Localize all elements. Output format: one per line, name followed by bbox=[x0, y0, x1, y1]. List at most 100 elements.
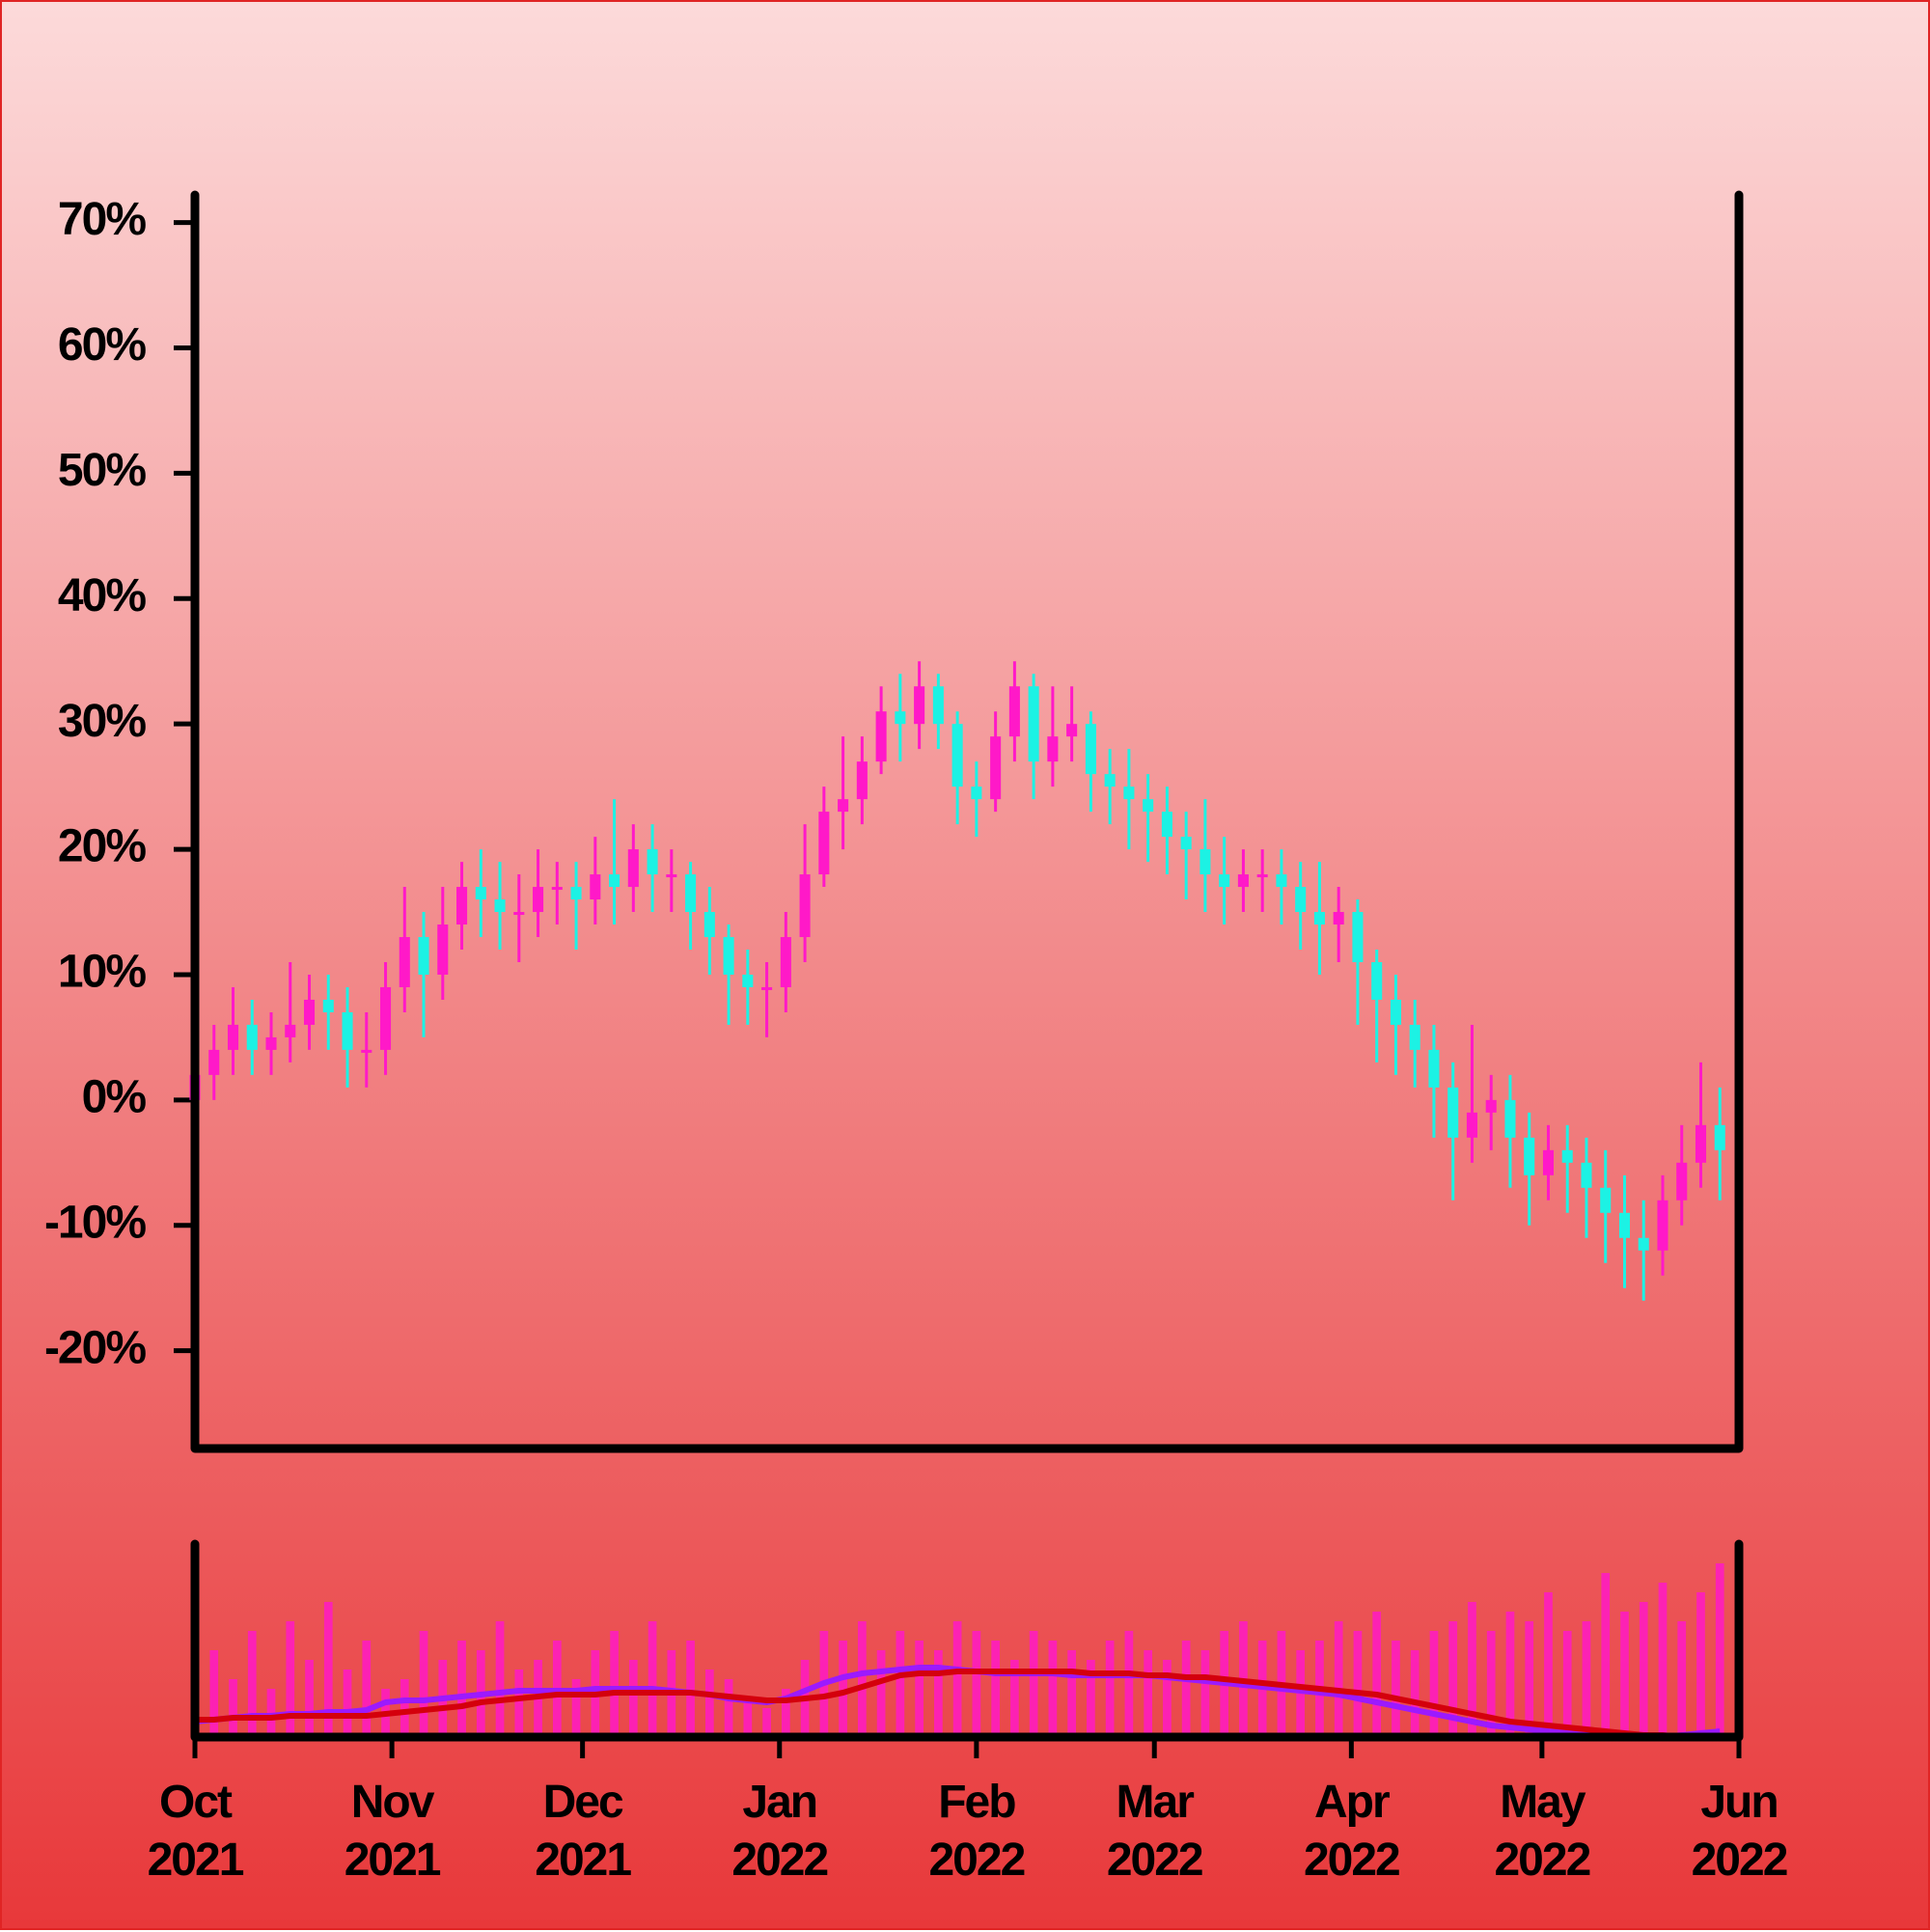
x-tick-label: Feb 2022 bbox=[928, 1777, 1026, 1886]
volume-bar bbox=[1486, 1631, 1496, 1737]
candle-body bbox=[1276, 874, 1287, 888]
y-tick-label: 20% bbox=[58, 821, 146, 872]
volume-bar bbox=[1696, 1592, 1705, 1737]
candle-body bbox=[475, 887, 486, 900]
candle-body bbox=[1409, 1024, 1420, 1050]
candle-body bbox=[1143, 799, 1154, 813]
candle-body bbox=[570, 887, 582, 900]
candle-body bbox=[1028, 686, 1039, 762]
volume-bar bbox=[1048, 1641, 1058, 1737]
candle-body bbox=[1237, 874, 1249, 888]
candle-body bbox=[399, 937, 410, 987]
y-tick-label: 40% bbox=[58, 570, 146, 621]
volume-bar bbox=[972, 1631, 981, 1737]
candle-body bbox=[1008, 686, 1020, 737]
x-tick-label: Oct 2021 bbox=[147, 1777, 245, 1886]
candle-body bbox=[647, 849, 658, 875]
volume-bar bbox=[1353, 1631, 1363, 1737]
candle-body bbox=[1161, 812, 1172, 838]
candle-body bbox=[895, 711, 906, 725]
volume-bar bbox=[247, 1631, 257, 1737]
candle-body bbox=[303, 999, 316, 1025]
volume-bar bbox=[1525, 1621, 1534, 1737]
volume-bar bbox=[1392, 1641, 1400, 1737]
x-tick-label: Jan 2022 bbox=[731, 1777, 829, 1886]
volume-bar bbox=[1658, 1583, 1668, 1737]
volume-bar bbox=[1715, 1563, 1724, 1737]
volume-bar bbox=[323, 1602, 333, 1737]
volume-bar bbox=[286, 1621, 295, 1737]
volume-bar bbox=[1562, 1631, 1572, 1737]
volume-bar bbox=[952, 1621, 962, 1737]
candle-body bbox=[456, 887, 468, 925]
volume-bar bbox=[571, 1679, 581, 1737]
volume-bar bbox=[1448, 1621, 1458, 1737]
candle-body bbox=[780, 937, 791, 987]
candle-body bbox=[1561, 1149, 1573, 1163]
volume-bar bbox=[915, 1641, 924, 1737]
candle-body bbox=[418, 937, 429, 975]
volume-bar bbox=[209, 1650, 219, 1737]
y-tick-label: 70% bbox=[58, 194, 146, 245]
volume-bar bbox=[648, 1621, 657, 1737]
volume-bar bbox=[1372, 1612, 1382, 1737]
volume-bar bbox=[1105, 1641, 1115, 1737]
candle-body bbox=[932, 686, 944, 725]
panel-frame bbox=[190, 190, 1744, 1453]
volume-bar bbox=[1029, 1631, 1038, 1737]
candle-body bbox=[875, 711, 887, 762]
candle-body bbox=[1066, 724, 1078, 737]
candle-body bbox=[361, 1049, 372, 1053]
volume-bar bbox=[1582, 1621, 1591, 1737]
panel-frame bbox=[190, 1539, 1744, 1742]
candle-body bbox=[265, 1036, 277, 1050]
volume-bar bbox=[1067, 1650, 1076, 1737]
candle-body bbox=[1638, 1237, 1649, 1251]
candle-body bbox=[1371, 961, 1383, 1000]
candle-body bbox=[1104, 774, 1116, 787]
candle-body bbox=[1333, 912, 1344, 925]
volume-bar bbox=[457, 1641, 466, 1737]
candle-body bbox=[1504, 1099, 1516, 1138]
y-tick-label: 30% bbox=[58, 696, 146, 747]
volume-bar bbox=[1410, 1650, 1420, 1737]
candle-body bbox=[799, 874, 811, 938]
volume-bar bbox=[1505, 1612, 1515, 1737]
candle-body bbox=[1466, 1112, 1477, 1138]
candle-body bbox=[609, 874, 620, 888]
candle-body bbox=[1600, 1187, 1612, 1213]
volume-bar bbox=[419, 1631, 428, 1737]
candle-body bbox=[590, 874, 601, 900]
candle-body bbox=[342, 1011, 353, 1050]
volume-bar bbox=[1544, 1592, 1553, 1737]
candle-body bbox=[1256, 874, 1268, 878]
candle-body bbox=[1714, 1124, 1725, 1150]
y-tick-label: -20% bbox=[44, 1322, 146, 1373]
candle-body bbox=[1695, 1124, 1707, 1163]
x-tick-label: May 2022 bbox=[1494, 1777, 1591, 1886]
volume-bar bbox=[229, 1679, 237, 1737]
volume-bar bbox=[991, 1641, 1000, 1737]
volume-bar bbox=[628, 1660, 638, 1737]
candle-body bbox=[742, 974, 754, 987]
candle-body bbox=[494, 899, 506, 913]
x-tick-label: Mar 2022 bbox=[1106, 1777, 1204, 1886]
volume-bar bbox=[1639, 1602, 1648, 1737]
volume-bar bbox=[724, 1679, 733, 1737]
volume-bar bbox=[400, 1679, 409, 1737]
volume-bar bbox=[743, 1698, 753, 1737]
volume-bar bbox=[1601, 1573, 1611, 1737]
candle-body bbox=[1390, 999, 1401, 1025]
x-tick-label: Dec 2021 bbox=[535, 1777, 632, 1886]
volume-bar bbox=[1200, 1650, 1210, 1737]
volume-bar bbox=[1144, 1650, 1152, 1737]
volume-bar bbox=[858, 1621, 867, 1737]
candle-body bbox=[1581, 1162, 1592, 1188]
candle-body bbox=[380, 986, 392, 1050]
candle-body bbox=[1219, 874, 1230, 888]
candle-body bbox=[285, 1024, 296, 1037]
candle-body bbox=[666, 874, 677, 878]
volume-bar bbox=[934, 1650, 943, 1737]
candle-body bbox=[513, 912, 525, 916]
